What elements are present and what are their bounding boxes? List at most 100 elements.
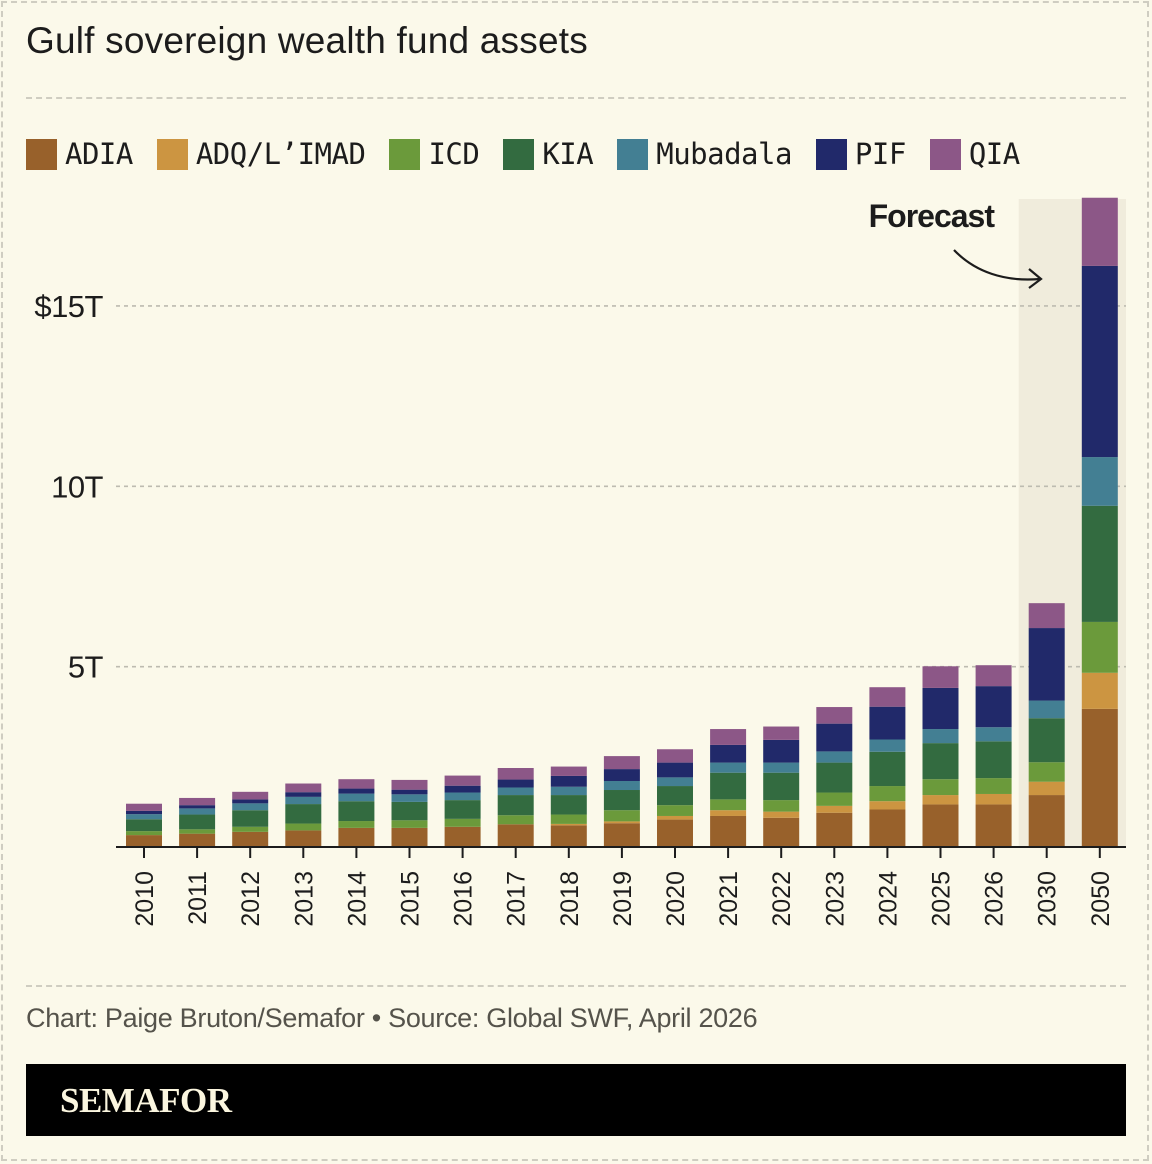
bar-segment-mubadala (126, 814, 162, 820)
bar-segment-adia (444, 826, 481, 847)
legend-item-kia: KIA (503, 137, 594, 171)
bar-stack (1028, 603, 1065, 847)
bar-stack (975, 665, 1012, 847)
bar-segment-kia (975, 741, 1012, 779)
bar-segment-kia (603, 790, 640, 811)
bar-segment-mubadala (444, 792, 481, 801)
bar-segment-qia (869, 687, 906, 707)
bar-stack (603, 756, 640, 847)
bar-segment-mubadala (391, 794, 428, 802)
bar-segment-qia (710, 729, 747, 745)
bar-segment-pif (179, 805, 216, 809)
bar-stack (285, 783, 322, 847)
bar-stack (179, 797, 216, 847)
bar-segment-pif (444, 785, 481, 793)
bar-segment-adia (232, 831, 269, 847)
bar-segment-adqlimad (550, 823, 587, 826)
bar-segment-qia (603, 756, 640, 770)
bar-segment-icd (232, 826, 269, 832)
bar-segment-icd (126, 831, 162, 836)
annotation-layer: Forecast (869, 198, 1043, 289)
bar-segment-pif (285, 792, 322, 797)
x-tick-label: 2020 (662, 871, 690, 927)
y-tick-label: $15T (34, 289, 103, 324)
bar-segment-adqlimad (816, 805, 853, 813)
bar-segment-adqlimad (1081, 672, 1118, 709)
bar-segment-adia (497, 824, 534, 847)
bar-stack (869, 687, 906, 847)
bar-segment-adia (179, 833, 216, 847)
x-tick-label: 2012 (237, 871, 265, 927)
bar-segment-kia (710, 772, 747, 800)
bar-segment-mubadala (179, 808, 216, 815)
x-tick-label: 2013 (290, 871, 318, 927)
bar-segment-kia (497, 795, 534, 816)
bar-segment-kia (1028, 718, 1065, 763)
bar-stack (444, 775, 481, 847)
bar-segment-mubadala (603, 780, 640, 791)
bar-segment-mubadala (285, 796, 322, 805)
x-tick-label: 2021 (715, 871, 743, 927)
bar-segment-pif (657, 762, 693, 778)
bar-stack (710, 729, 747, 847)
bar-segment-adqlimad (710, 810, 747, 816)
bar-segment-qia (338, 779, 375, 789)
bar-segment-qia (763, 726, 800, 740)
bar-segment-pif (1081, 265, 1118, 458)
x-tick-label: 2026 (981, 871, 1009, 927)
bar-segment-mubadala (1081, 457, 1118, 506)
legend-item-mubadala: Mubadala (617, 137, 792, 171)
legend-label: Mubadala (656, 137, 792, 171)
bar-segment-mubadala (763, 762, 800, 773)
bar-segment-adia (603, 823, 640, 847)
x-tick-label: 2018 (556, 871, 584, 927)
forecast-arrow-icon (953, 249, 1041, 281)
bar-segment-icd (444, 818, 481, 827)
bar-segment-pif (232, 799, 269, 804)
bar-segment-pif (975, 686, 1012, 728)
bar-segment-mubadala (232, 803, 269, 811)
bar-stack (232, 791, 269, 847)
divider-bottom (26, 985, 1126, 987)
brand-bar: SEMAFOR (26, 1064, 1126, 1136)
x-tick-label: 2025 (928, 871, 956, 927)
legend-item-adia: ADIA (26, 137, 133, 171)
bar-segment-adia (816, 812, 853, 847)
bar-segment-pif (710, 744, 747, 763)
x-tick-label: 2011 (184, 871, 212, 925)
bar-segment-icd (763, 800, 800, 812)
bar-segment-qia (816, 707, 853, 724)
bar-segment-kia (869, 751, 906, 787)
bar-segment-kia (391, 801, 428, 821)
bar-segment-icd (338, 821, 375, 828)
forecast-annotation: Forecast (869, 198, 996, 234)
bar-segment-mubadala (497, 787, 534, 796)
chart-credit: Chart: Paige Bruton/Semafor • Source: Gl… (26, 1003, 758, 1033)
legend-item-icd: ICD (389, 137, 480, 171)
bar-layer (126, 197, 1118, 847)
bar-segment-qia (550, 766, 587, 776)
bar-segment-icd (391, 820, 428, 828)
bar-segment-pif (816, 723, 853, 752)
bar-stack (657, 749, 693, 847)
legend-item-qia: QIA (929, 137, 1020, 171)
bar-segment-icd (922, 779, 959, 796)
bar-segment-mubadala (338, 793, 375, 802)
legend-label: ICD (428, 137, 480, 171)
bar-segment-mubadala (657, 777, 693, 787)
bar-segment-pif (391, 789, 428, 795)
bar-segment-kia (550, 795, 587, 815)
bar-stack (126, 803, 162, 847)
legend-swatch-qia (929, 138, 961, 170)
bar-segment-kia (444, 800, 481, 819)
bar-segment-icd (975, 778, 1012, 794)
bar-segment-kia (657, 786, 693, 806)
x-tick-label: 2015 (397, 871, 425, 927)
bar-segment-mubadala (710, 762, 747, 773)
bar-segment-qia (922, 666, 959, 688)
x-tick-label: 2010 (131, 871, 159, 927)
x-tick-label: 2017 (503, 871, 531, 927)
bar-segment-adia (763, 817, 800, 847)
